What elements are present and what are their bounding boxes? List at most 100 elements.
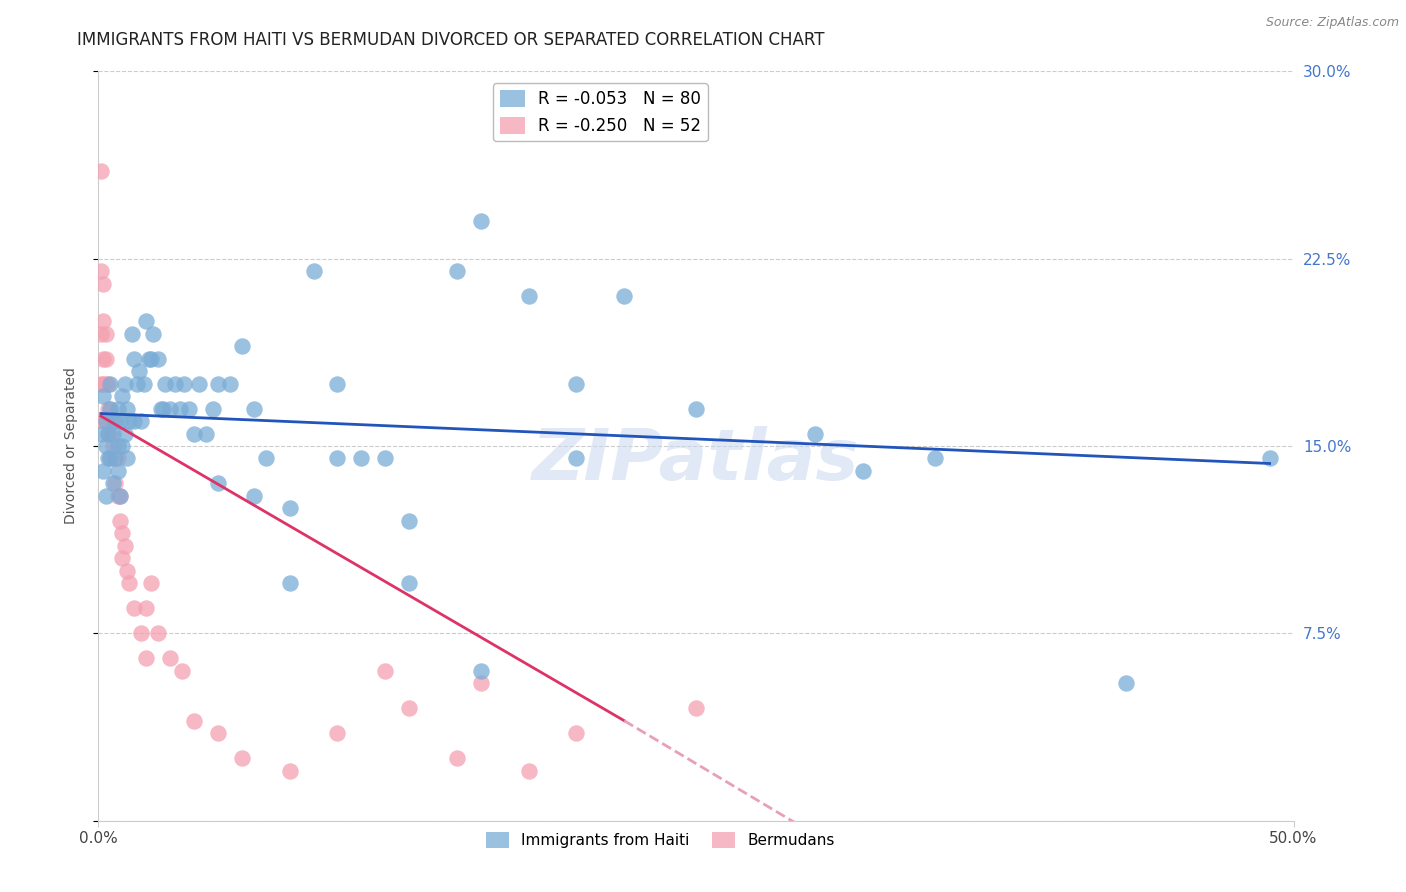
Point: [398, 576, 420, 591]
Point: [131, 626, 153, 640]
Point: [685, 401, 707, 416]
Point: [90, 264, 112, 278]
Point: [142, 326, 165, 341]
Point: [101, 414, 124, 428]
Point: [804, 426, 827, 441]
Point: [115, 401, 138, 416]
Point: [187, 376, 209, 391]
Point: [565, 376, 588, 391]
Point: [183, 714, 205, 728]
Point: [101, 439, 124, 453]
Point: [374, 664, 396, 678]
Point: [98, 376, 122, 391]
Point: [107, 489, 129, 503]
Point: [207, 476, 229, 491]
Point: [108, 514, 131, 528]
Point: [125, 376, 148, 391]
Legend: Immigrants from Haiti, Bermudans: Immigrants from Haiti, Bermudans: [479, 826, 841, 855]
Point: [148, 626, 170, 640]
Point: [685, 701, 707, 715]
Point: [138, 351, 160, 366]
Point: [207, 726, 229, 740]
Point: [124, 414, 146, 428]
Point: [104, 451, 127, 466]
Point: [111, 526, 134, 541]
Point: [278, 501, 301, 516]
Point: [98, 401, 122, 416]
Point: [173, 376, 195, 391]
Point: [107, 451, 129, 466]
Point: [1258, 451, 1281, 466]
Point: [131, 414, 153, 428]
Point: [114, 426, 136, 441]
Point: [114, 376, 136, 391]
Point: [132, 376, 155, 391]
Point: [195, 426, 218, 441]
Point: [148, 351, 170, 366]
Point: [104, 451, 127, 466]
Point: [121, 326, 143, 341]
Point: [124, 601, 146, 615]
Point: [159, 651, 181, 665]
Point: [179, 401, 201, 416]
Point: [97, 426, 120, 441]
Y-axis label: Divorced or Separated: Divorced or Separated: [63, 368, 77, 524]
Point: [350, 451, 373, 466]
Point: [169, 401, 191, 416]
Point: [517, 764, 540, 778]
Point: [118, 576, 141, 591]
Point: [163, 376, 186, 391]
Point: [91, 464, 114, 478]
Point: [374, 451, 396, 466]
Point: [94, 439, 117, 453]
Point: [97, 376, 120, 391]
Point: [183, 426, 205, 441]
Point: [108, 414, 131, 428]
Point: [326, 451, 349, 466]
Point: [446, 264, 468, 278]
Point: [94, 489, 117, 503]
Point: [254, 451, 277, 466]
Point: [107, 464, 129, 478]
Point: [278, 764, 301, 778]
Point: [94, 414, 117, 428]
Text: IMMIGRANTS FROM HAITI VS BERMUDAN DIVORCED OR SEPARATED CORRELATION CHART: IMMIGRANTS FROM HAITI VS BERMUDAN DIVORC…: [77, 31, 825, 49]
Point: [924, 451, 946, 466]
Point: [326, 376, 349, 391]
Point: [1115, 676, 1137, 690]
Point: [398, 701, 420, 715]
Text: ZIPatlas: ZIPatlas: [533, 426, 859, 495]
Point: [90, 326, 112, 341]
Point: [159, 401, 181, 416]
Point: [94, 351, 117, 366]
Point: [118, 414, 141, 428]
Point: [565, 451, 588, 466]
Point: [172, 664, 194, 678]
Point: [302, 264, 325, 278]
Point: [852, 464, 875, 478]
Point: [108, 489, 131, 503]
Point: [101, 426, 124, 441]
Point: [108, 489, 131, 503]
Point: [135, 601, 157, 615]
Point: [517, 289, 540, 303]
Point: [231, 339, 253, 353]
Point: [278, 576, 301, 591]
Point: [565, 726, 588, 740]
Point: [104, 414, 127, 428]
Point: [91, 277, 114, 291]
Point: [149, 401, 172, 416]
Point: [111, 551, 134, 566]
Point: [104, 476, 127, 491]
Point: [231, 751, 253, 765]
Point: [139, 351, 162, 366]
Point: [152, 401, 174, 416]
Point: [94, 376, 117, 391]
Point: [243, 489, 266, 503]
Point: [97, 401, 120, 416]
Point: [139, 576, 162, 591]
Point: [207, 376, 229, 391]
Point: [446, 751, 468, 765]
Point: [90, 376, 112, 391]
Point: [470, 214, 492, 228]
